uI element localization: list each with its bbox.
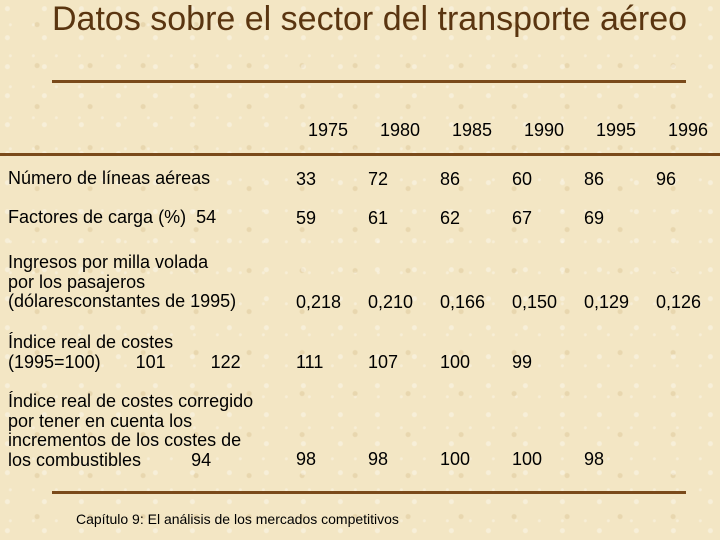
slide-title: Datos sobre el sector del transporte aér… bbox=[52, 0, 688, 38]
table-cell: 107 bbox=[368, 352, 399, 372]
year-header: 1995 bbox=[596, 120, 637, 140]
year-header: 1985 bbox=[452, 120, 493, 140]
year-header: 1980 bbox=[380, 120, 421, 140]
table-cell: 33 bbox=[296, 169, 317, 189]
slide-footer: Capítulo 9: El análisis de los mercados … bbox=[76, 511, 399, 527]
table-cell: 86 bbox=[440, 169, 461, 189]
table-cell: 0,129 bbox=[584, 292, 630, 312]
title-underline bbox=[52, 80, 686, 83]
table-cell: 111 bbox=[296, 352, 324, 372]
year-header: 1990 bbox=[524, 120, 565, 140]
row-label: Factores de carga (%) 54 bbox=[8, 207, 217, 227]
year-header: 1996 bbox=[668, 120, 709, 140]
table-cell: 98 bbox=[584, 449, 605, 469]
header-rule bbox=[0, 153, 720, 156]
row-label: Índice real de costes corregido por tene… bbox=[8, 391, 254, 470]
table-cell: 100 bbox=[440, 449, 471, 469]
table-cell: 99 bbox=[512, 352, 533, 372]
table-cell: 67 bbox=[512, 208, 533, 228]
table-cell: 0,166 bbox=[440, 292, 486, 312]
table-cell: 0,126 bbox=[656, 292, 702, 312]
table-cell: 72 bbox=[368, 169, 389, 189]
table-cell: 61 bbox=[368, 208, 389, 228]
table-cell: 60 bbox=[512, 169, 533, 189]
row-label: Ingresos por milla volada por los pasaje… bbox=[8, 252, 237, 311]
row-label: Índice real de costes (1995=100) 101 122 bbox=[8, 332, 241, 372]
table-cell: 100 bbox=[512, 449, 543, 469]
table-cell: 0,150 bbox=[512, 292, 558, 312]
row-label: Número de líneas aéreas bbox=[8, 168, 211, 188]
table-cell: 59 bbox=[296, 208, 317, 228]
footer-rule bbox=[52, 491, 686, 494]
table-cell: 69 bbox=[584, 208, 605, 228]
table-cell: 0,210 bbox=[368, 292, 414, 312]
table-cell: 62 bbox=[440, 208, 461, 228]
table-cell: 98 bbox=[296, 449, 317, 469]
table-cell: 86 bbox=[584, 169, 605, 189]
table-cell: 98 bbox=[368, 449, 389, 469]
table-cell: 0,218 bbox=[296, 292, 342, 312]
year-header: 1975 bbox=[308, 120, 349, 140]
table-cell: 96 bbox=[656, 169, 677, 189]
table-cell: 100 bbox=[440, 352, 471, 372]
